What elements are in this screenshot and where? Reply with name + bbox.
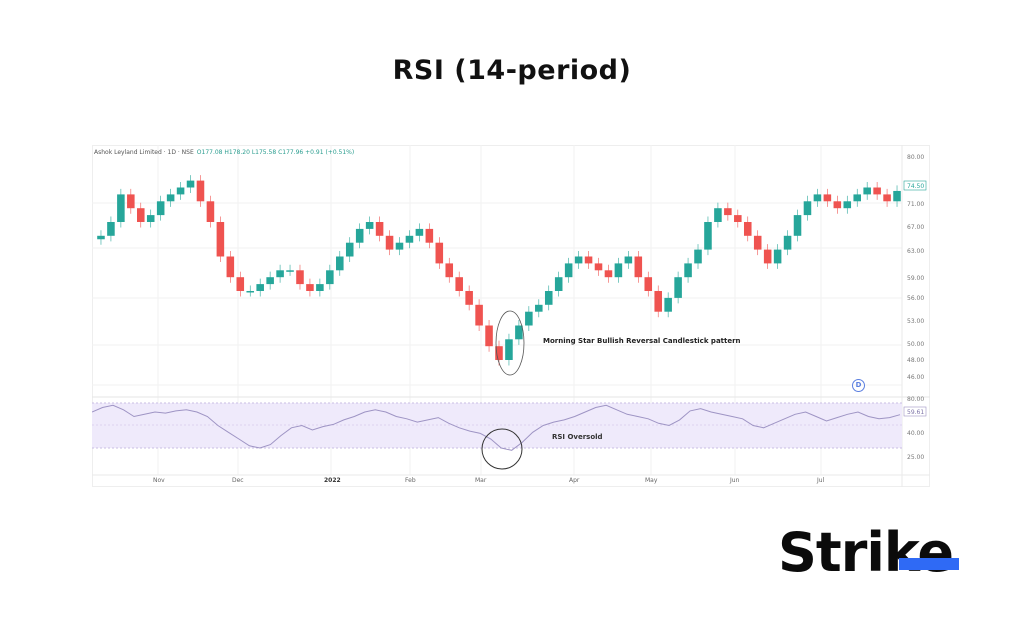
svg-text:63.00: 63.00 xyxy=(907,248,924,255)
svg-text:46.00: 46.00 xyxy=(907,374,924,381)
svg-text:74.50: 74.50 xyxy=(907,183,924,190)
svg-text:67.00: 67.00 xyxy=(907,224,924,231)
oversold-circle xyxy=(481,428,523,470)
candlesticks xyxy=(97,175,901,366)
svg-text:53.00: 53.00 xyxy=(907,318,924,325)
morning-star-annotation: Morning Star Bullish Reversal Candlestic… xyxy=(543,337,741,345)
price-rsi-chart[interactable]: 80.00 74.50 71.00 67.00 63.00 59.00 56.0… xyxy=(91,145,930,487)
page-title: RSI (14-period) xyxy=(392,55,632,86)
logo-arrow-icon xyxy=(899,558,959,570)
chart-header: Ashok Leyland Limited · 1D · NSE O177.08 … xyxy=(94,149,354,156)
svg-text:59.00: 59.00 xyxy=(907,275,924,282)
symbol-label: Ashok Leyland Limited · 1D · NSE xyxy=(94,149,194,156)
morning-star-ellipse xyxy=(495,310,525,376)
logo-text: Stri xyxy=(778,521,885,584)
svg-text:56.00: 56.00 xyxy=(907,295,924,302)
svg-text:80.00: 80.00 xyxy=(907,154,924,161)
svg-text:Jun: Jun xyxy=(729,477,740,484)
logo-text-end: ke xyxy=(883,521,954,584)
svg-text:Feb: Feb xyxy=(405,477,416,484)
time-axis: Nov Dec 2022 Feb Mar Apr May Jun Jul xyxy=(153,477,825,484)
svg-text:Dec: Dec xyxy=(232,477,244,484)
rsi-line xyxy=(91,404,901,451)
svg-text:59.61: 59.61 xyxy=(907,409,924,416)
svg-text:80.00: 80.00 xyxy=(907,396,924,403)
svg-text:50.00: 50.00 xyxy=(907,341,924,348)
chart-canvas: 80.00 74.50 71.00 67.00 63.00 59.00 56.0… xyxy=(91,145,930,487)
svg-text:Jul: Jul xyxy=(816,477,825,484)
svg-text:Nov: Nov xyxy=(153,477,165,484)
dividend-badge-icon[interactable]: D xyxy=(852,379,865,392)
svg-text:40.00: 40.00 xyxy=(907,430,924,437)
svg-text:May: May xyxy=(645,477,658,484)
svg-text:Apr: Apr xyxy=(569,477,580,484)
svg-text:25.00: 25.00 xyxy=(907,454,924,461)
svg-text:48.00: 48.00 xyxy=(907,357,924,364)
ohlc-values: O177.08 H178.20 L175.58 C177.96 +0.91 (+… xyxy=(196,149,355,156)
svg-text:71.00: 71.00 xyxy=(907,201,924,208)
rsi-oversold-annotation: RSI Oversold xyxy=(552,433,603,441)
price-axis: 80.00 74.50 71.00 67.00 63.00 59.00 56.0… xyxy=(903,154,927,381)
svg-text:2022: 2022 xyxy=(324,477,341,484)
strike-logo: Strike xyxy=(778,526,959,580)
svg-text:Mar: Mar xyxy=(475,477,487,484)
rsi-axis: 80.00 59.61 40.00 25.00 xyxy=(903,396,927,461)
